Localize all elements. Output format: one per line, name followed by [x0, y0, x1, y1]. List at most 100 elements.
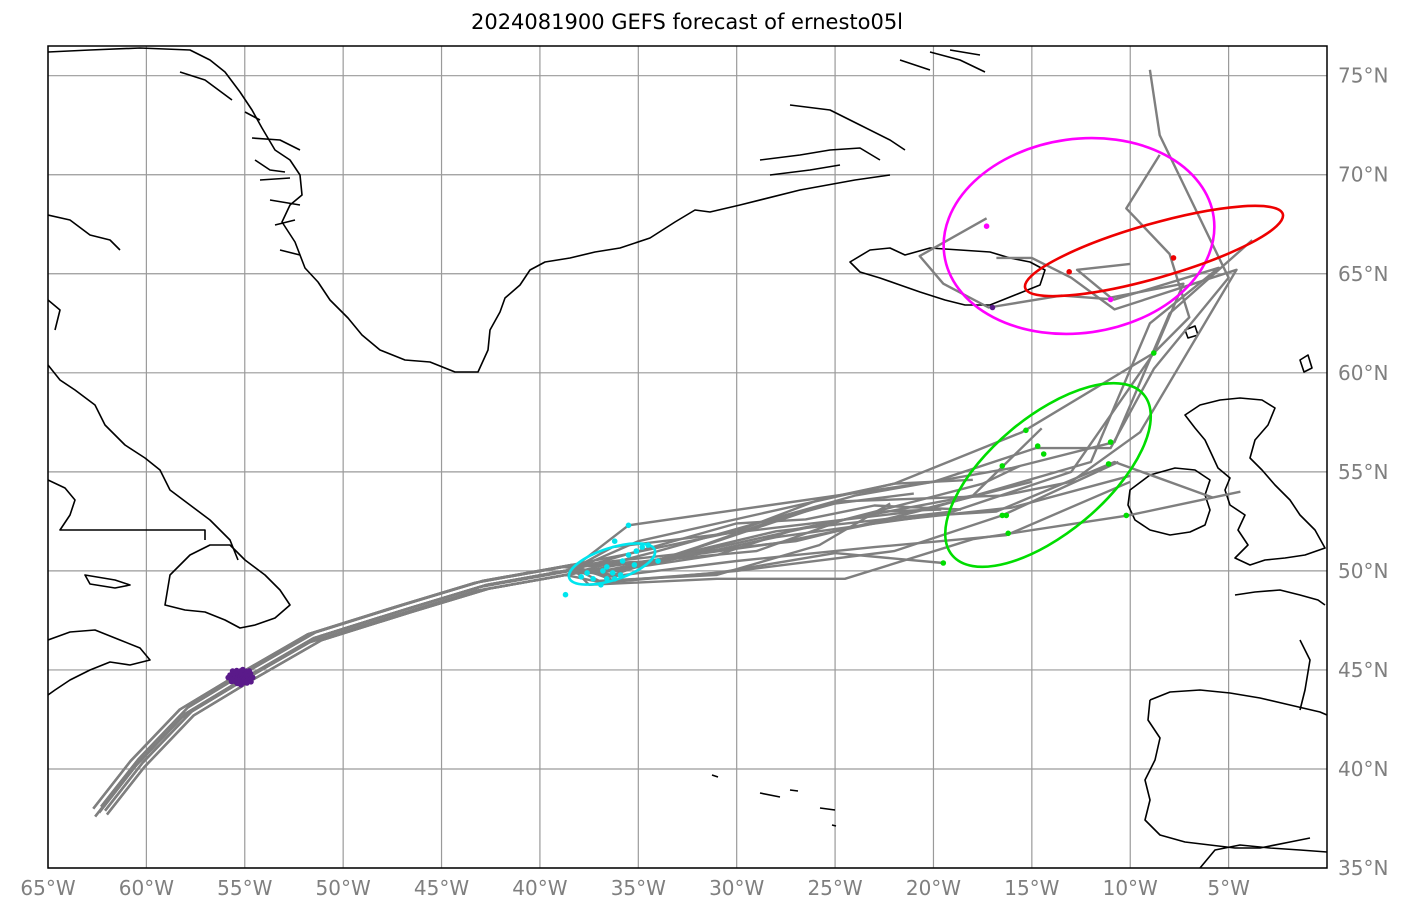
initial-position-dot: [228, 678, 235, 685]
initial-position-dot: [229, 668, 236, 674]
lon-tick-label: 65°W: [20, 876, 75, 900]
day5-position-dot: [1107, 296, 1114, 303]
lat-tick-label: 55°N: [1338, 460, 1388, 484]
lon-tick-label: 55°W: [217, 876, 272, 900]
anticosti-island: [84, 574, 131, 589]
day4-position-dot: [1034, 443, 1041, 449]
day5-alt-position-dot: [1066, 269, 1072, 275]
ensemble-member-track: [100, 256, 1238, 808]
lon-tick-label: 35°W: [611, 876, 666, 900]
day2-position-dot: [598, 582, 604, 588]
day2-position-dot: [655, 558, 661, 564]
lon-tick-label: 5°W: [1207, 876, 1250, 900]
day4-position-dot: [1107, 439, 1114, 445]
ne-greenland-coast: [759, 104, 906, 176]
newfoundland-coastline: [164, 544, 291, 629]
iberia-coastline: [1144, 689, 1327, 849]
day5-red-ellipse: [1023, 204, 1285, 298]
north-africa-coastline: [1199, 844, 1327, 868]
day2-position-dot: [639, 544, 645, 550]
ireland-coastline: [1127, 467, 1211, 536]
ensemble-member-track: [94, 239, 1253, 818]
day2-position-dot: [604, 564, 610, 570]
lat-tick-label: 60°N: [1338, 361, 1388, 385]
lat-tick-label: 50°N: [1338, 559, 1388, 583]
ensemble-member-track: [104, 502, 891, 812]
day2-position-dot: [619, 558, 626, 564]
day2-position-dot: [609, 570, 616, 576]
lon-tick-label: 20°W: [906, 876, 961, 900]
lat-tick-label: 35°N: [1338, 856, 1388, 880]
labrador-coastline: [48, 214, 239, 561]
ensemble-member-track: [92, 217, 1220, 810]
coastlines: [48, 47, 1327, 868]
lon-tick-label: 10°W: [1103, 876, 1158, 900]
day2-position-dot: [604, 576, 610, 582]
day4-position-dot: [999, 463, 1006, 469]
lat-tick-label: 75°N: [1338, 64, 1388, 88]
day5-alt-position-dot: [1170, 255, 1177, 261]
lat-tick-label: 40°N: [1338, 757, 1388, 781]
day2-position-dot: [631, 562, 638, 568]
lon-tick-label: 60°W: [119, 876, 174, 900]
day4-position-dot: [1151, 350, 1157, 356]
iceland-coastline: [849, 247, 1046, 306]
ensemble-member-track: [94, 460, 1119, 818]
lon-tick-label: 50°W: [316, 876, 371, 900]
great-britain-coastline: [1184, 397, 1326, 566]
map-frame: [47, 45, 1328, 869]
svalbard-coastline: [899, 49, 986, 73]
day5-position-dot: [983, 223, 990, 229]
lon-tick-label: 30°W: [709, 876, 764, 900]
day2-position-dot: [562, 591, 569, 598]
day2-position-dot: [645, 542, 651, 548]
day2-position-dot: [611, 538, 618, 544]
day4-position-dot: [1123, 512, 1130, 519]
day4-position-dot: [1105, 461, 1112, 467]
forecast-positions: [225, 223, 1177, 688]
ensemble-member-track: [98, 69, 1230, 814]
day2-position-dot: [611, 576, 618, 582]
initial-position-dot: [233, 667, 240, 674]
lon-tick-label: 40°W: [512, 876, 567, 900]
day2-position-dot: [617, 572, 624, 578]
day2-position-dot: [590, 576, 596, 582]
ensemble-member-track: [106, 508, 942, 816]
day4-ellipse: [943, 381, 1153, 569]
initial-position-dot: [240, 666, 246, 673]
day4-position-dot: [940, 560, 947, 566]
map-title: 2024081900 GEFS forecast of ernesto05l: [470, 10, 904, 34]
lat-tick-label: 45°N: [1338, 658, 1388, 682]
day2-position-dot: [625, 522, 632, 529]
greenland-fjord: [179, 71, 301, 256]
day4-position-dot: [1005, 530, 1011, 537]
ensemble-member-track: [98, 480, 1033, 814]
day5-extra-dot: [989, 304, 996, 311]
ensemble-member-track: [104, 480, 1131, 812]
day2-position-dot: [600, 568, 606, 574]
initial-position-dot: [248, 679, 254, 685]
france-coastline: [1234, 589, 1326, 711]
day2-position-dot: [584, 570, 590, 576]
lon-tick-label: 15°W: [1004, 876, 1059, 900]
day4-position-dot: [1040, 451, 1047, 457]
quebec-coastline: [48, 479, 206, 540]
axis-labels: 65°W 60°W 55°W 50°W 45°W 40°W 35°W 30°W 25°W 20°W…: [20, 64, 1388, 900]
day2-position-dot: [633, 548, 640, 554]
initial-position-dot: [246, 668, 252, 674]
shetland-islands: [1299, 354, 1313, 373]
day2-position-dot: [625, 552, 632, 558]
initial-position-dot: [238, 682, 244, 688]
lon-tick-label: 25°W: [807, 876, 862, 900]
ensemble-member-track: [98, 460, 1214, 814]
initial-position-dot: [225, 674, 231, 681]
day2-position-dot: [578, 574, 584, 580]
greenland-coastline: [48, 47, 891, 373]
ensemble-member-track: [92, 492, 914, 810]
lat-tick-label: 65°N: [1338, 262, 1388, 286]
initial-position-dot: [250, 674, 256, 681]
lon-tick-label: 45°W: [414, 876, 469, 900]
day4-position-dot: [1023, 427, 1029, 434]
day4-position-dot: [999, 512, 1006, 519]
